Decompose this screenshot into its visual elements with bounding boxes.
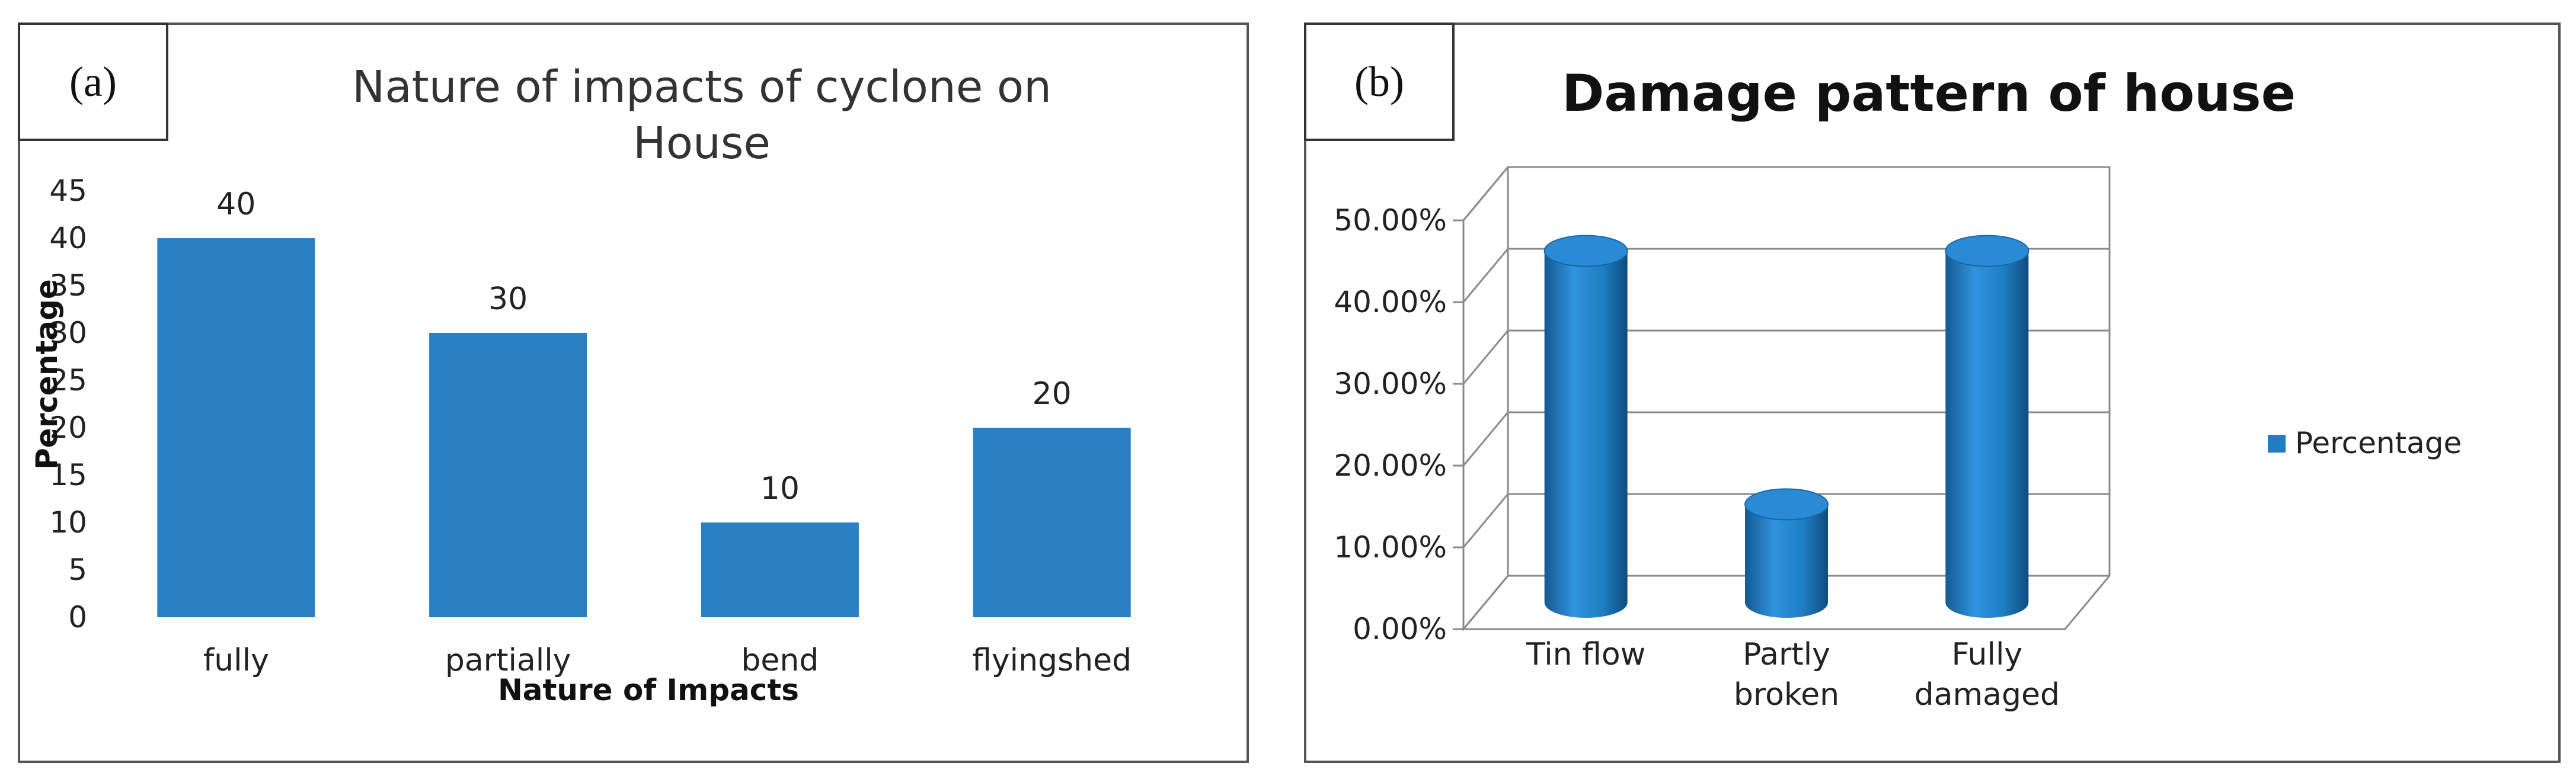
- legend-swatch-percentage: [2268, 435, 2286, 453]
- y-tick-label: 30.00%: [1334, 367, 1447, 401]
- floor: [1463, 575, 2111, 630]
- x-tick-label-fully: fully: [203, 643, 269, 678]
- y-tick-label: 50.00%: [1334, 203, 1447, 238]
- y-tick-label: 25: [49, 363, 87, 397]
- bar-flyingshed: [973, 428, 1131, 617]
- data-label-partially: 30: [488, 281, 528, 317]
- cylinder-top: [1543, 235, 1628, 267]
- chart-a-svg: Nature of impacts of cyclone on House 0 5…: [30, 62, 1132, 707]
- chart-b-title: Damage pattern of house: [1562, 64, 2296, 123]
- y-tick-label: 45: [49, 174, 87, 208]
- y-tick-label: 40: [49, 221, 87, 255]
- panel-label-a: (a): [18, 23, 168, 141]
- data-label-fully: 40: [216, 187, 255, 222]
- cylinder-body: [1544, 251, 1628, 618]
- chart-b-svg: Damage pattern of house 0.00% 10.00% 20.00…: [1334, 64, 2462, 713]
- y-tick-label: 10.00%: [1334, 530, 1447, 565]
- cylinder-bar-fully-damaged: [1945, 235, 2030, 618]
- y-tick-label: 30: [49, 316, 87, 350]
- cylinder-body: [1745, 504, 1828, 618]
- cylinder-bar-tin-flow: [1543, 235, 1628, 618]
- y-tick-label: 15: [49, 458, 87, 492]
- cylinder-bar-partly-broken: [1744, 488, 1829, 618]
- y-tick-label: 20.00%: [1334, 448, 1447, 483]
- bar-bend: [701, 522, 859, 617]
- y-tick-label: 5: [68, 553, 87, 587]
- bar-partially: [429, 333, 587, 617]
- x-tick-label-bend: bend: [741, 643, 819, 678]
- y-tick-label: 10: [49, 505, 87, 540]
- gridline: [1462, 411, 2110, 466]
- chart-panel-a: Nature of impacts of cyclone on House 0 5…: [18, 23, 1249, 763]
- gridline: [1462, 493, 2110, 548]
- side-wall: [1462, 166, 1509, 632]
- chart-panel-b: Damage pattern of house 0.00% 10.00% 20.00…: [1304, 23, 2561, 763]
- data-label-flyingshed: 20: [1033, 376, 1072, 412]
- data-label-bend: 10: [760, 471, 800, 506]
- y-tick-label: 35: [49, 268, 87, 303]
- y-tick-label: 0: [68, 600, 87, 634]
- gridline: [1462, 329, 2110, 384]
- x-tick-label-fully-damaged: Fully damaged: [1915, 637, 2060, 713]
- y-tick-label: 20: [49, 411, 87, 445]
- chart-a-xlabel: Nature of Impacts: [498, 673, 799, 707]
- x-tick-label-tin-flow: Tin flow: [1526, 637, 1645, 672]
- y-tick-label: 40.00%: [1334, 285, 1447, 319]
- panel-label-b: (b): [1304, 23, 1455, 141]
- cylinder-top: [1945, 235, 2030, 267]
- legend-label-percentage: Percentage: [2295, 426, 2462, 460]
- cylinder-body: [1945, 251, 2029, 618]
- gridline: [1462, 166, 2110, 221]
- y-tick-label: 0.00%: [1353, 612, 1447, 646]
- x-tick-label-flyingshed: flyingshed: [972, 643, 1132, 678]
- x-tick-label-partly-broken: Partly broken: [1734, 637, 1839, 713]
- x-tick-label-partially: partially: [445, 643, 571, 678]
- bar-fully: [157, 238, 315, 617]
- gridline: [1462, 248, 2110, 303]
- chart-a-title-line-1: Nature of impacts of cyclone on: [352, 62, 1052, 113]
- gridline: [1462, 575, 2110, 630]
- chart-a-title-line-2: House: [633, 118, 771, 169]
- cylinder-top: [1744, 488, 1829, 521]
- chart-a-ylabel: Percentage: [30, 279, 64, 470]
